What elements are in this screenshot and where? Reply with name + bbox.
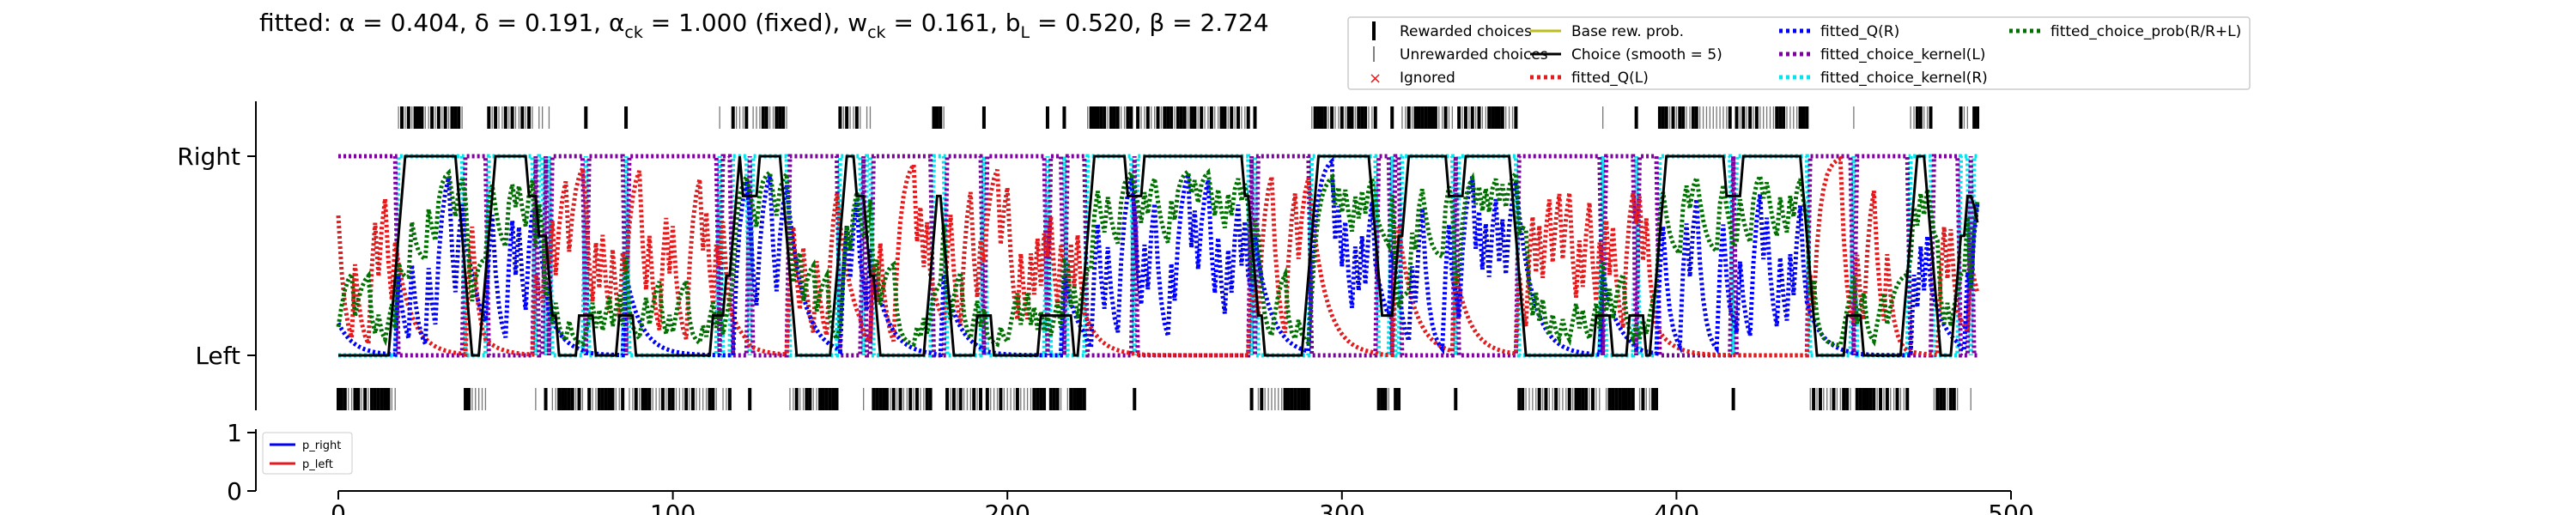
legend-label: Ignored [1400,70,1455,87]
lower-x-tick-label: 300 [1319,500,1364,515]
legend-label: fitted_choice_prob(R/R+L) [2050,23,2241,40]
lower-y-tick-label: 1 [227,419,242,447]
title-lead: fitted: α = 0.404, δ = 0.191, α [259,9,624,37]
title-sub-l: L [1021,23,1030,42]
lower-x-tick-label: 500 [1988,500,2033,515]
series-choice-prob [336,167,1980,348]
legend-label: fitted_choice_kernel(L) [1820,46,1985,64]
legend-label: fitted_Q(L) [1571,70,1649,87]
choice-tick-marks [337,106,1980,410]
title-tail: = 0.520, β = 2.724 [1030,9,1269,37]
main-legend: Rewarded choices Unrewarded choices × Ignor… [1347,16,2251,90]
chart-title: fitted: α = 0.404, δ = 0.191, αck = 1.00… [259,9,1269,42]
legend-label: Rewarded choices [1400,23,1532,40]
main-y-ticks: Left Right [177,142,256,370]
lower-legend-label-p-left: p_left [302,458,333,471]
legend-label: Choice (smooth = 5) [1571,46,1722,64]
main-y-tick-label: Right [177,142,240,171]
legend-label: fitted_Q(R) [1820,23,1899,40]
lower-x-tick-label: 200 [984,500,1030,515]
lower-x-tick-label: 400 [1654,500,1699,515]
title-after-wck: = 0.161, b [886,9,1021,37]
legend-items: Rewarded choices Unrewarded choices × Ignor… [1369,21,2241,88]
legend-frame [1347,16,2251,90]
title-sub-ck2: ck [867,23,885,42]
series-choice-smooth [338,154,1979,357]
title-after-ack: = 1.000 (fixed), w [643,9,867,37]
lower-x-tick-label: 100 [650,500,696,515]
main-axes: Left Right [177,101,1980,410]
title-sub-ck: ck [624,23,642,42]
legend-label: Base rew. prob. [1571,23,1684,40]
legend-label: Unrewarded choices [1400,46,1548,64]
legend-label: fitted_choice_kernel(R) [1820,70,1988,87]
lower-x-ticks: 0 100 200 300 400 500 [331,491,2034,515]
lower-legend: p_right p_left [262,432,353,475]
lower-axes: 01 0 100 200 300 400 500 p_right p_left [227,419,2034,515]
lower-y-ticks: 01 [227,419,256,506]
series-q-left [336,154,1980,358]
lower-y-tick-label: 0 [227,477,242,506]
main-y-tick-label: Left [195,342,240,370]
legend-swatch-2: × [1369,70,1382,88]
fitted-series-lines [336,154,1980,358]
lower-legend-label-p-right: p_right [302,439,341,452]
lower-x-tick-label: 0 [331,500,346,515]
